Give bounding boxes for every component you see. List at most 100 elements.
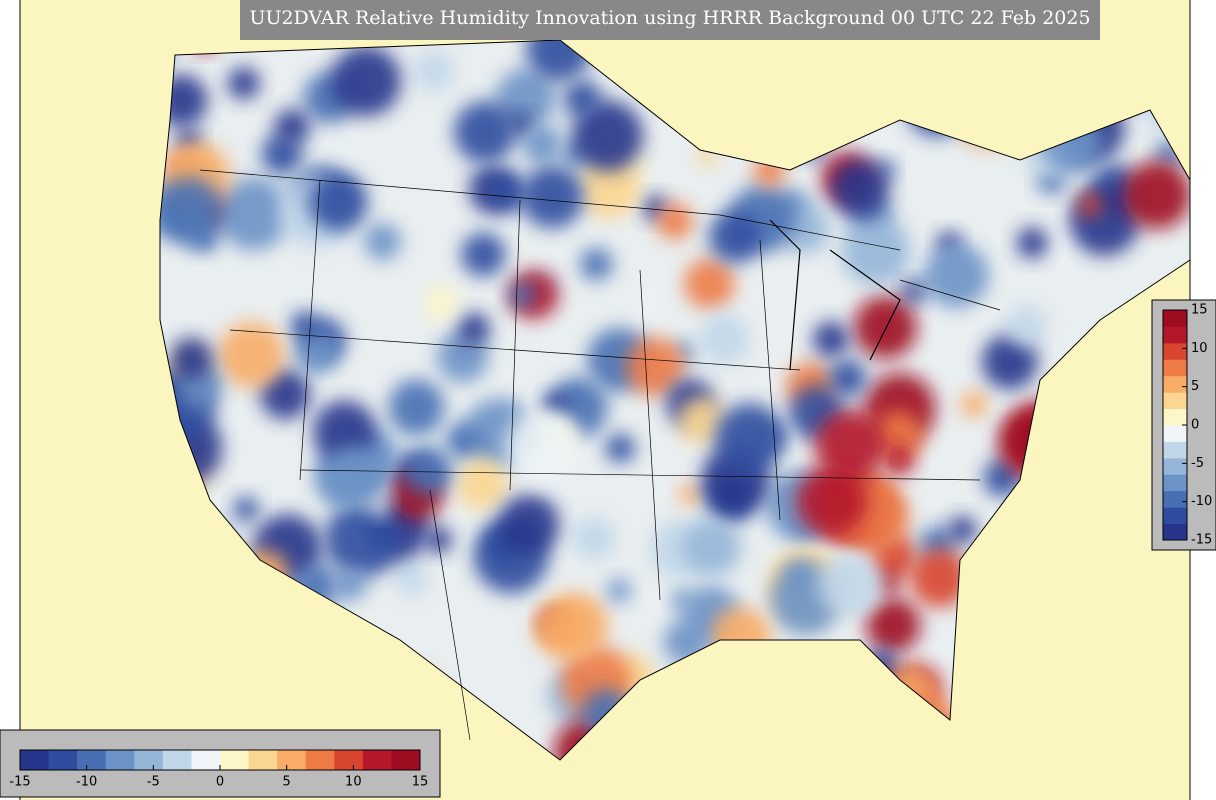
colorbar-cell: [134, 750, 164, 770]
colorbar-tick-label: 0: [1191, 418, 1199, 433]
colorbar-cell: [305, 750, 335, 770]
colorbar-cell: [1163, 326, 1187, 344]
field-blob: [461, 232, 506, 277]
colorbar-cell: [1163, 474, 1187, 492]
field-blob: [814, 409, 887, 482]
field-blob: [388, 379, 445, 436]
field-blob: [216, 177, 290, 251]
field-blob: [456, 458, 509, 511]
field-blob: [489, 174, 527, 211]
colorbar-tick-label: -15: [1191, 533, 1212, 548]
field-blob: [684, 258, 735, 309]
field-blob: [423, 285, 459, 321]
field-blob: [413, 50, 454, 92]
field-blob: [640, 290, 662, 312]
field-blob: [457, 312, 491, 345]
field-blob: [817, 553, 881, 617]
field-blob: [924, 243, 989, 308]
colorbar-cell: [1163, 523, 1187, 541]
colorbar-cell: [48, 750, 78, 770]
field-blob: [259, 368, 311, 420]
field-blob: [453, 101, 517, 164]
field-blob: [394, 561, 428, 596]
field-blob: [520, 165, 584, 229]
field-blob: [425, 526, 453, 554]
colorbar-cell: [1163, 457, 1187, 475]
field-blob: [332, 566, 367, 601]
title-box: [240, 0, 1100, 40]
field-blob: [656, 202, 693, 240]
field-blob: [227, 67, 260, 100]
colorbar-cell: [362, 750, 392, 770]
colorbar-tick-label: 10: [345, 775, 362, 790]
field-blob: [883, 445, 915, 476]
field-blob: [274, 108, 310, 145]
colorbar-cell: [248, 750, 278, 770]
colorbar-cell: [1163, 375, 1187, 393]
field-blob: [841, 217, 911, 286]
colorbar-tick-label: 15: [1191, 303, 1208, 318]
field-blob: [625, 337, 685, 397]
field-blob: [293, 329, 339, 374]
colorbar-tick-label: -10: [76, 775, 97, 790]
field-blob: [960, 390, 988, 418]
colorbar-cell: [191, 750, 221, 770]
field-blob: [708, 210, 762, 264]
field-blob: [571, 100, 644, 172]
field-blob: [901, 280, 924, 303]
colorbar-cell: [1163, 507, 1187, 525]
colorbar-tick-label: -10: [1191, 494, 1212, 509]
colorbar-tick-label: -5: [1191, 456, 1204, 471]
field-blob: [812, 321, 850, 358]
field-blob: [508, 281, 536, 309]
field-blob: [445, 422, 482, 459]
map-title: UU2DVAR Relative Humidity Innovation usi…: [249, 7, 1090, 29]
colorbar-tick-label: 0: [216, 775, 224, 790]
colorbar-horizontal: -15 -10 -5 0 5 10 15: [9, 749, 428, 790]
field-blob: [714, 403, 785, 474]
state-lines: [199, 169, 1001, 741]
field-blob: [403, 446, 453, 496]
field-blob: [324, 444, 384, 504]
field-blob: [876, 571, 899, 595]
field-blob: [853, 295, 917, 359]
field-blob: [160, 177, 224, 246]
colorbar-cell: [162, 750, 192, 770]
field-blob: [579, 247, 613, 281]
field-blob: [1016, 227, 1048, 259]
colorbar-cell: [1163, 359, 1187, 377]
field-blob: [526, 40, 592, 82]
colorbar-tick-label: -5: [147, 775, 160, 790]
colorbar-tick-label: 10: [1191, 341, 1208, 356]
field-blob: [981, 333, 1038, 390]
field-blob: [534, 602, 587, 656]
field-blob: [218, 322, 285, 389]
field-blob: [949, 515, 977, 544]
coastline: [159, 39, 1191, 761]
colorbar-cell: [77, 750, 107, 770]
colorbar-tick-label: 5: [283, 775, 291, 790]
field-blob: [683, 517, 742, 577]
field-blob: [784, 559, 814, 589]
colorbar-cell: [334, 750, 364, 770]
field-blob: [290, 311, 319, 340]
colorbar-cell: [1163, 408, 1187, 426]
field-blob: [324, 501, 401, 578]
colorbar-tick-label: -15: [9, 775, 30, 790]
great-lakes: [769, 219, 901, 371]
field-blob: [698, 313, 750, 365]
colorbar-cell: [1163, 392, 1187, 410]
field-blob: [1122, 160, 1190, 230]
field-blob: [606, 578, 632, 604]
colorbar-cell: [1163, 342, 1187, 360]
field-blob: [233, 496, 259, 523]
colorbar-cell: [1163, 441, 1187, 459]
colorbar-cell: [105, 750, 135, 770]
field-blob: [677, 396, 726, 445]
field-blob: [521, 123, 563, 165]
field-blob: [578, 156, 641, 219]
field-blob: [605, 433, 636, 463]
colorbar-vertical: -15 -10 -5 0 5 10 15: [1162, 303, 1212, 548]
